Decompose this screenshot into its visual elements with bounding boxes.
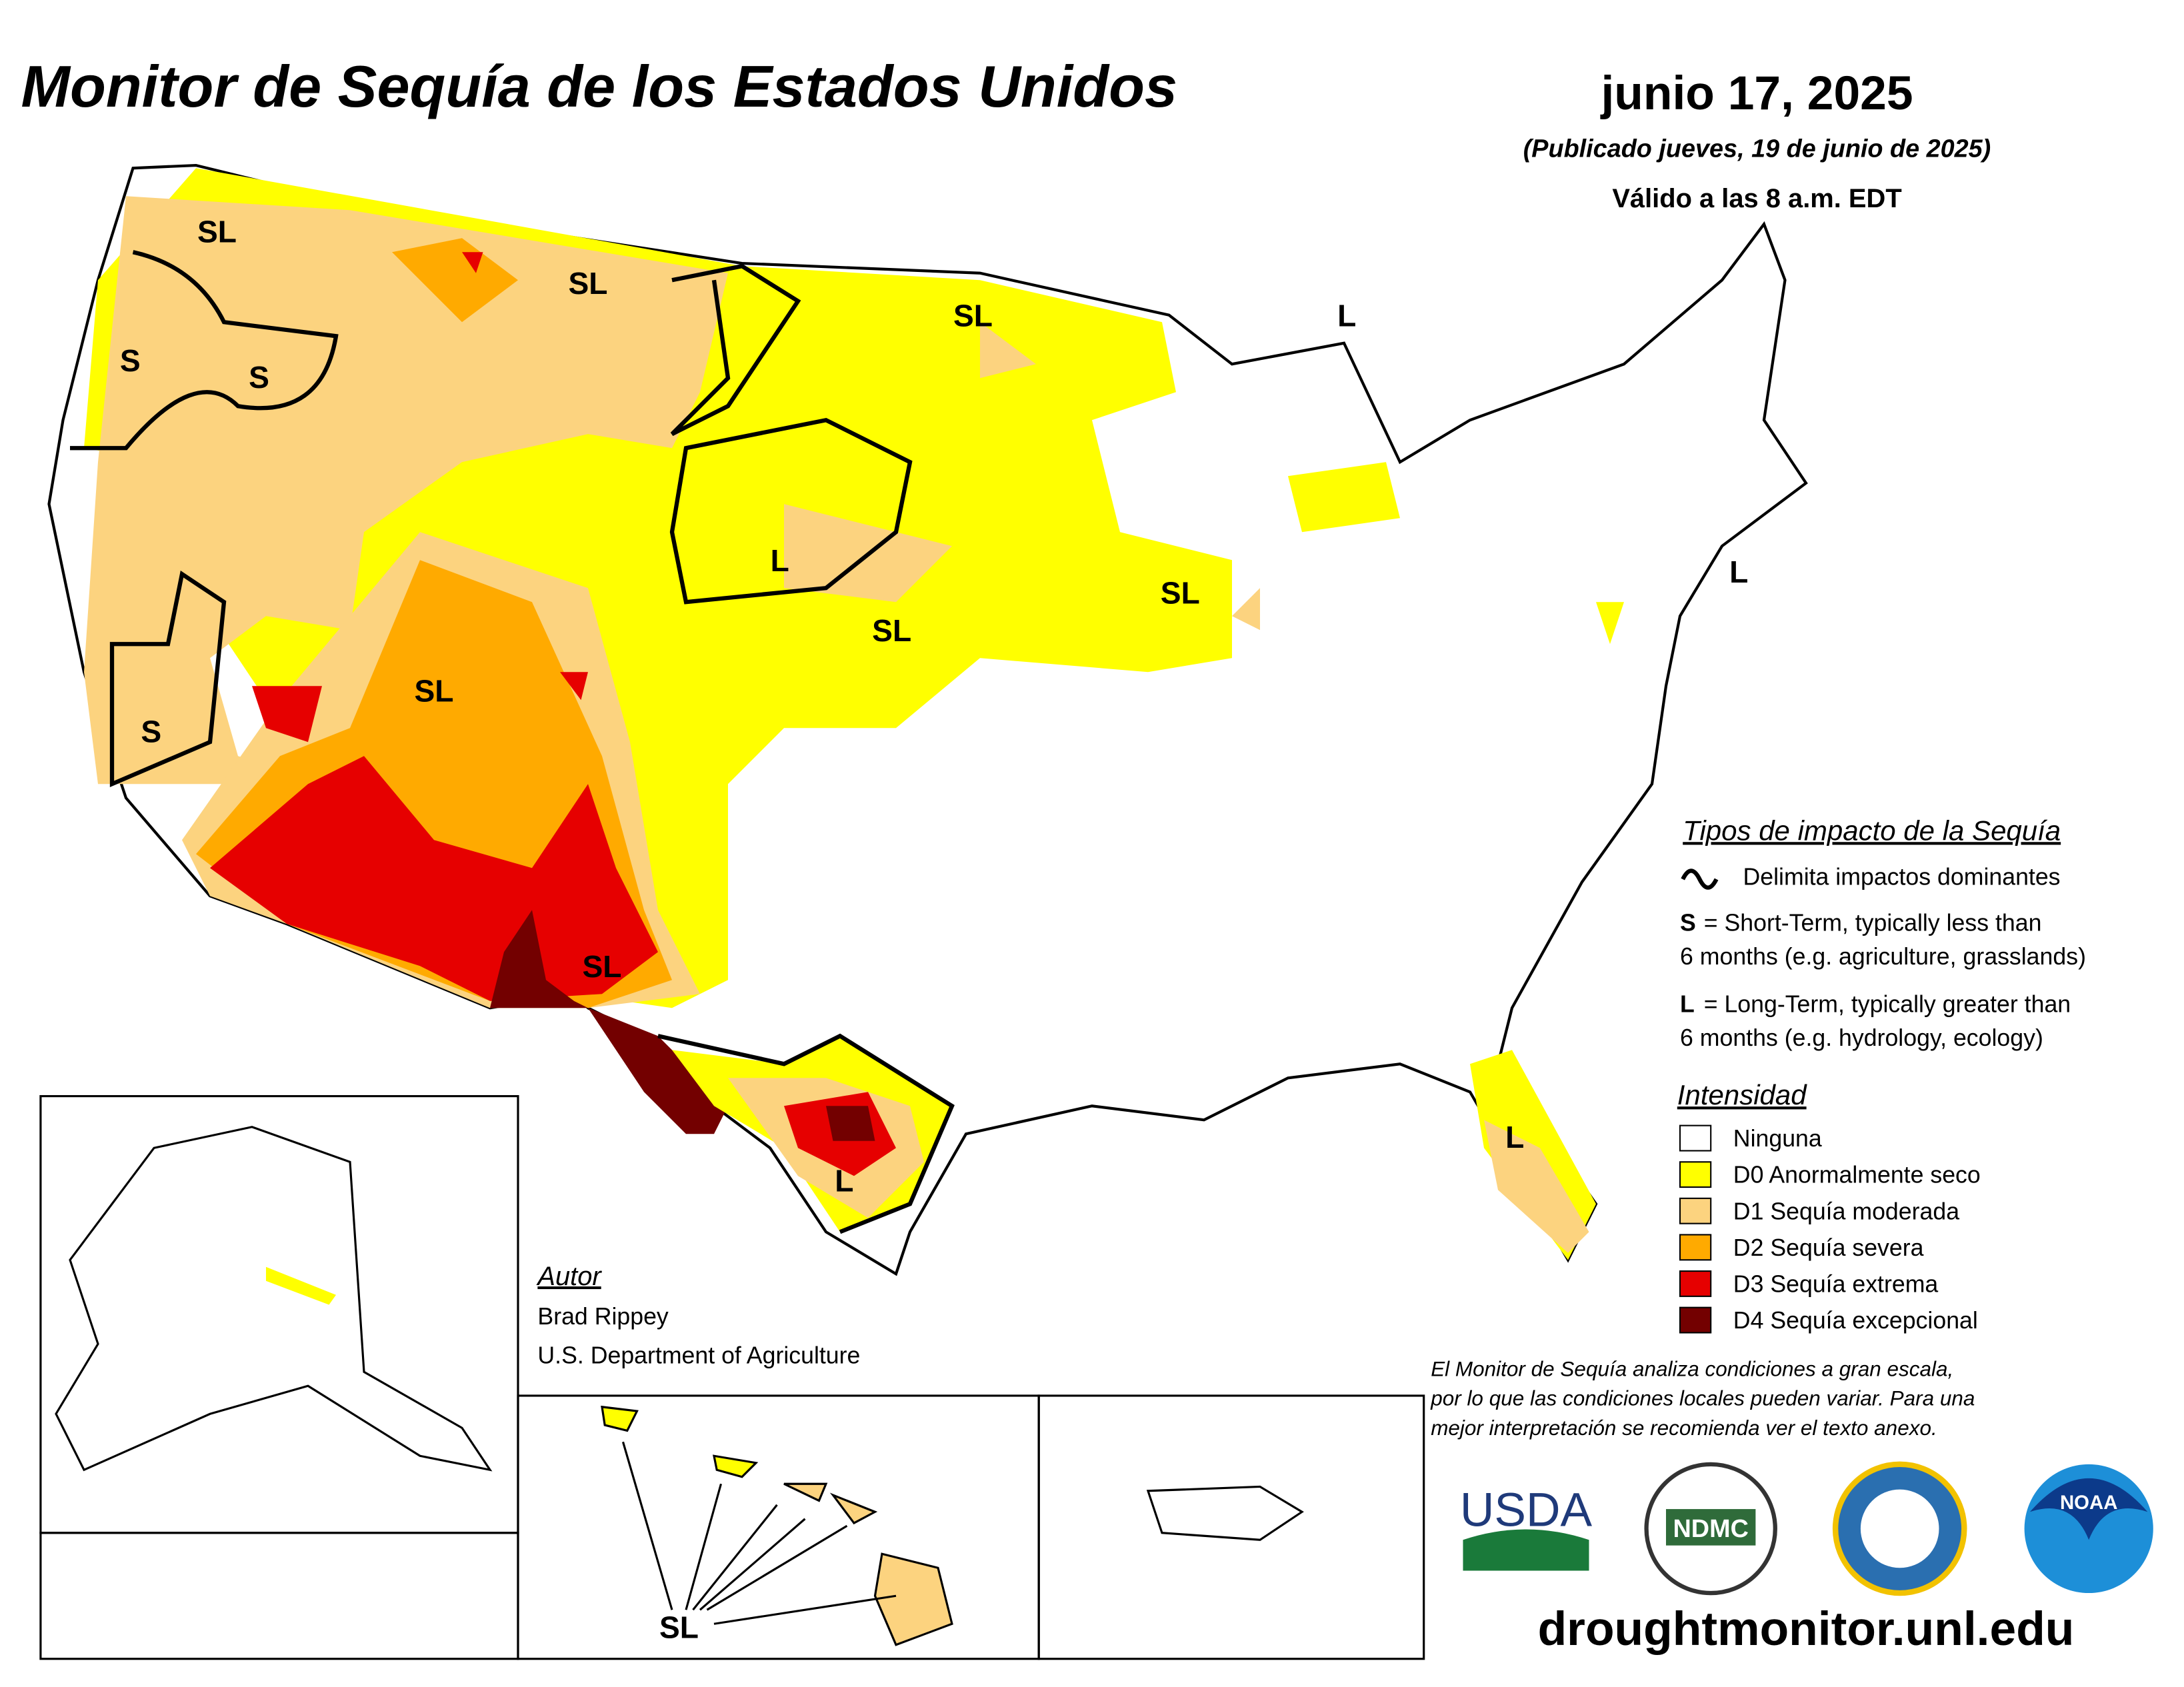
- url[interactable]: droughtmonitor.unl.edu: [1538, 1602, 2075, 1656]
- logo-ndmc: NDMC: [1673, 1515, 1749, 1543]
- insets: [39, 1094, 1425, 1660]
- logo-usda-field: [1463, 1529, 1589, 1571]
- impact-title: Tipos de impacto de la Sequía: [1683, 815, 2061, 846]
- logo-commerce-inner: [1860, 1489, 1939, 1568]
- long-key: L: [1680, 991, 1695, 1018]
- map-label: L: [1729, 555, 1748, 589]
- disclaimer: por lo que las condiciones locales puede…: [1430, 1386, 1975, 1410]
- map-label: S: [120, 343, 141, 378]
- intensity-item: D1 Sequía moderada: [1733, 1198, 1959, 1224]
- intensity-item: Ninguna: [1733, 1125, 1822, 1152]
- impact-delimits: Delimita impactos dominantes: [1743, 863, 2061, 890]
- map-label: SL: [414, 673, 453, 708]
- intensity-item: D2 Sequía severa: [1733, 1234, 1924, 1261]
- intensity-item: D0 Anormalmente seco: [1733, 1162, 1981, 1188]
- map-label: SL: [953, 299, 993, 333]
- map-label: L: [1337, 299, 1356, 333]
- disclaimer: El Monitor de Sequía analiza condiciones…: [1431, 1357, 1953, 1381]
- map-labels: SL S S SL SL L L SL SL SL S SL L L L SL: [120, 215, 1748, 1645]
- map-label: SL: [659, 1610, 699, 1644]
- logos: USDA NDMC NOAA: [1460, 1461, 2153, 1596]
- map-label: SL: [568, 266, 607, 301]
- disclaimer: mejor interpretación se recomienda ver e…: [1431, 1416, 1937, 1440]
- long-line: = Long-Term, typically greater than: [1704, 991, 2071, 1018]
- map-label: L: [835, 1163, 853, 1198]
- short-line: = Short-Term, typically less than: [1704, 910, 2042, 936]
- published: (Publicado jueves, 19 de junio de 2025): [1523, 135, 1991, 163]
- map-label: L: [1505, 1120, 1524, 1154]
- short-line: 6 months (e.g. agriculture, grasslands): [1680, 943, 2086, 970]
- title: Monitor de Sequía de los Estados Unidos: [21, 53, 1178, 119]
- intensity-title: Intensidad: [1677, 1079, 1807, 1110]
- intensity-item: D4 Sequía excepcional: [1733, 1307, 1978, 1334]
- map-label: L: [771, 543, 789, 578]
- long-line: 6 months (e.g. hydrology, ecology): [1680, 1024, 2043, 1051]
- author-title: Autor: [536, 1262, 602, 1291]
- intensity-item: D3 Sequía extrema: [1733, 1271, 1939, 1298]
- impact-symbol: [1681, 868, 1719, 890]
- valid: Válido a las 8 a.m. EDT: [1612, 184, 1901, 213]
- map-label: SL: [197, 215, 237, 249]
- logo-noaa-text: NOAA: [2060, 1492, 2118, 1514]
- logo-usda: USDA: [1460, 1483, 1593, 1536]
- map-label: SL: [1161, 575, 1200, 610]
- map-label: S: [141, 714, 161, 749]
- date: junio 17, 2025: [1599, 67, 1913, 120]
- map-label: S: [249, 360, 269, 395]
- map-label: SL: [582, 949, 621, 984]
- conus: [47, 163, 1808, 1276]
- author-org: U.S. Department of Agriculture: [537, 1342, 860, 1369]
- intensity-swatches: [1679, 1124, 1712, 1334]
- legend: Tipos de impacto de la Sequía Delimita i…: [1677, 815, 2086, 1334]
- logo-noaa-top: [2030, 1478, 2148, 1540]
- author-name: Brad Rippey: [537, 1303, 669, 1330]
- map-label: SL: [872, 613, 911, 648]
- short-key: S: [1680, 910, 1696, 936]
- logo-ndmc-band: [1666, 1509, 1756, 1546]
